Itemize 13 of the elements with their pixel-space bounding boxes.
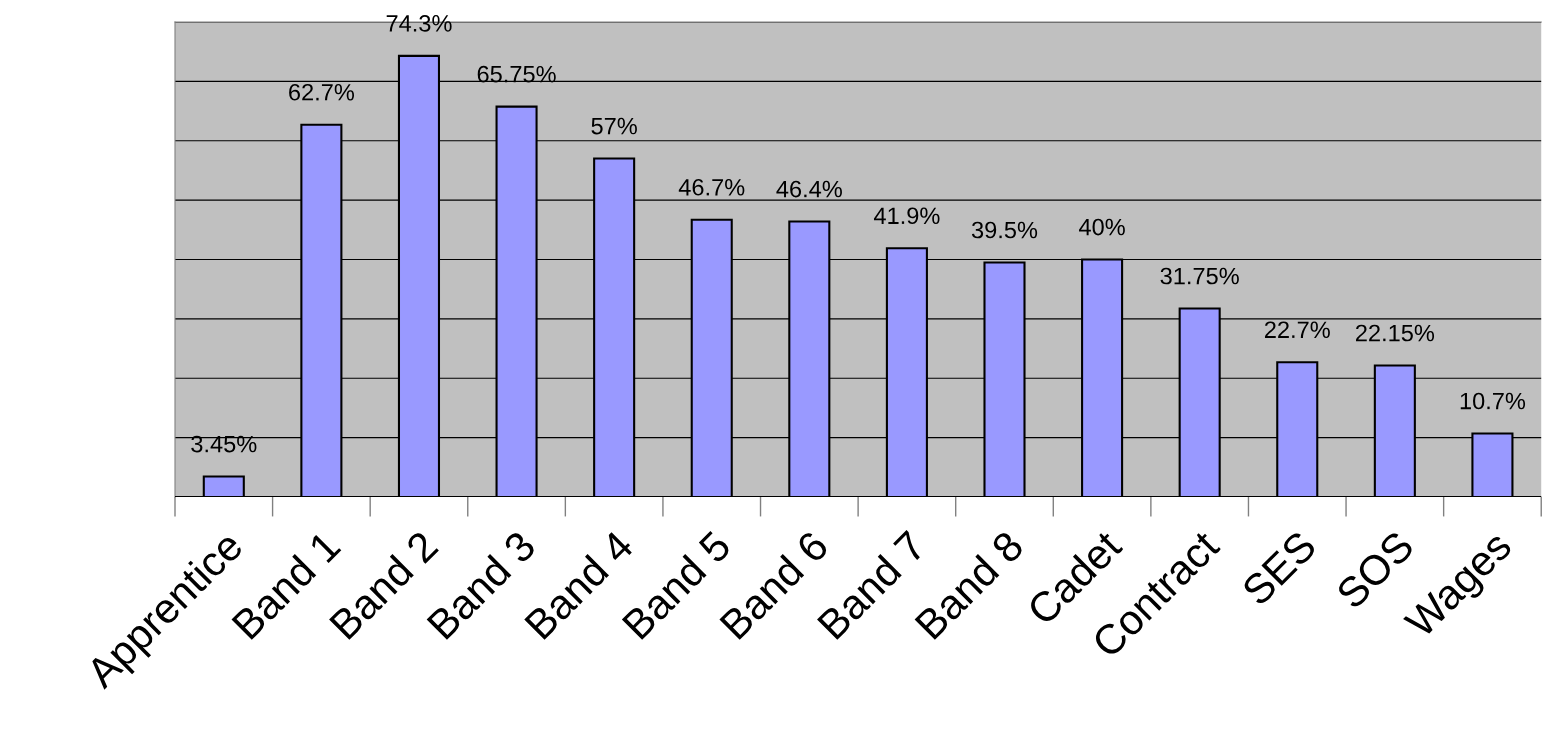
data-label: 31.75% [1160,267,1239,285]
data-label: 22.7% [1264,321,1330,339]
x-tick-label: SES [1240,529,1318,607]
data-label: 39.5% [971,221,1038,239]
data-label: 57% [591,117,637,135]
data-label: 22.15% [1356,324,1435,342]
data-label: 46.7% [678,178,745,196]
data-label: 41.9% [873,207,940,225]
data-label: 40% [1079,218,1125,236]
data-label: 10.7% [1460,392,1526,410]
data-label: 62.7% [289,83,355,101]
data-label: 74.3% [386,15,452,32]
data-label: 46.4% [776,180,842,198]
